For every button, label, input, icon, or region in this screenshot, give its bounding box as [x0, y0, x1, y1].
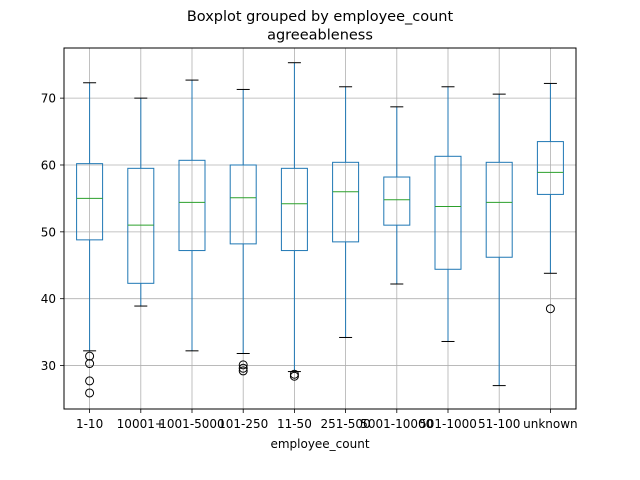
x-tick-label: 1-10 [76, 417, 103, 431]
x-tick-label: 51-100 [478, 417, 521, 431]
box-group [383, 106, 411, 285]
box [76, 163, 104, 241]
outlier-point [85, 388, 95, 398]
box-group [434, 86, 462, 342]
box [127, 167, 155, 284]
box [383, 176, 411, 226]
box-group [536, 82, 564, 314]
x-tick-label: 10001+ [117, 417, 165, 431]
box [332, 161, 360, 243]
box-group [280, 62, 308, 381]
box-group [229, 88, 257, 376]
outlier-point [238, 360, 248, 370]
y-tick-label: 40 [41, 292, 56, 306]
box [434, 155, 462, 270]
outlier-point [289, 371, 299, 381]
x-tick-label: 501-1000 [419, 417, 477, 431]
plot-frame [63, 47, 577, 410]
box-group [178, 79, 206, 352]
x-axis-label: employee_count [270, 437, 369, 451]
outlier-point [238, 366, 248, 376]
outlier-point [85, 351, 95, 361]
x-tick-label: 251-500 [321, 417, 371, 431]
x-tick-label: 5001-10000 [360, 417, 433, 431]
box-group [332, 86, 360, 338]
x-tick-label: 1001-5000 [159, 417, 224, 431]
y-tick-label: 70 [41, 92, 56, 106]
box [485, 161, 513, 258]
box [280, 167, 308, 252]
box [229, 164, 257, 245]
box-series [76, 62, 564, 398]
x-tick-label: 101-250 [218, 417, 268, 431]
y-tick-label: 60 [41, 158, 56, 172]
box-group [127, 97, 155, 307]
x-tick-label: unknown [523, 417, 578, 431]
x-tick-label: 11-50 [277, 417, 312, 431]
outlier-point [545, 304, 555, 314]
chart-subtitle: agreeableness [267, 28, 373, 44]
y-tick-label: 30 [41, 359, 56, 373]
box-group [76, 82, 104, 398]
outlier-point [85, 376, 95, 386]
outlier-point [238, 363, 248, 373]
outlier-point [85, 359, 95, 369]
box [178, 159, 206, 252]
box-group [485, 93, 513, 387]
box [536, 141, 564, 195]
y-tick-label: 50 [41, 225, 56, 239]
chart-title: Boxplot grouped by employee_count [187, 9, 454, 25]
